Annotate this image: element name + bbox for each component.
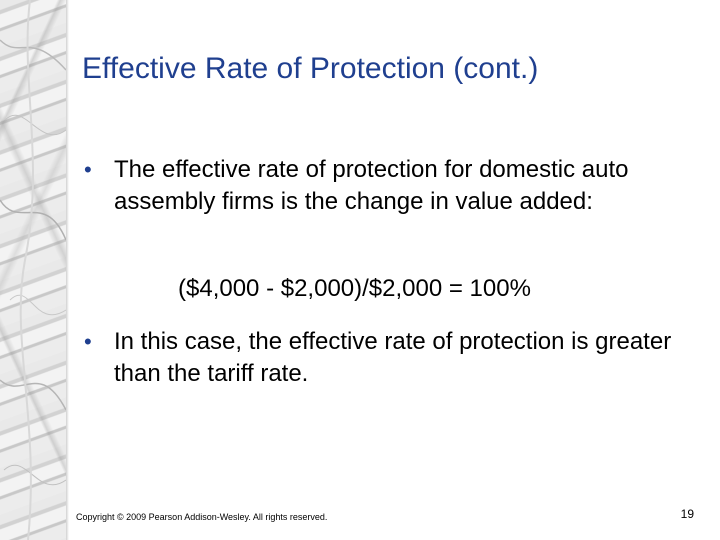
marble-veins: [0, 0, 66, 540]
marble-edge-shadow: [66, 0, 69, 540]
bullet-text-1: The effective rate of protection for dom…: [114, 156, 629, 215]
marble-border-decoration: [0, 0, 66, 540]
bullet-icon: •: [84, 329, 92, 354]
bullet-item-2: • In this case, the effective rate of pr…: [84, 326, 714, 390]
bullet-text-2: In this case, the effective rate of prot…: [114, 328, 672, 387]
bullet-list: • The effective rate of protection for d…: [84, 154, 694, 387]
bullet-icon: •: [84, 157, 92, 182]
formula: ($4,000 - $2,000)/$2,000 = 100%: [178, 275, 531, 302]
page-number: 19: [680, 507, 694, 521]
bullet-item-1: • The effective rate of protection for d…: [84, 154, 674, 218]
slide-title: Effective Rate of Protection (cont.): [82, 52, 539, 85]
copyright-notice: Copyright © 2009 Pearson Addison-Wesley.…: [76, 512, 328, 522]
